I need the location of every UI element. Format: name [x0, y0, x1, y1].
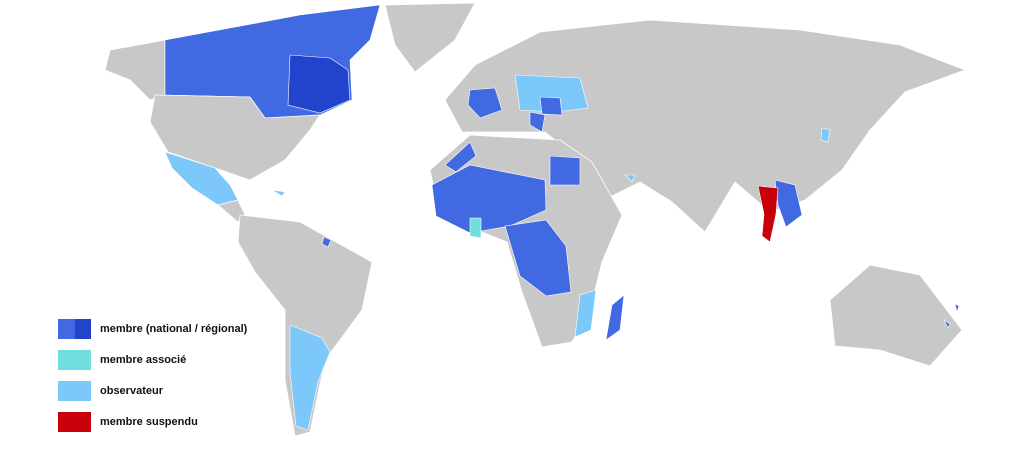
greenland [384, 2, 476, 73]
legend-label: membre suspendu [100, 415, 198, 428]
central-eastern-europe [514, 74, 589, 113]
madagascar [605, 294, 625, 341]
legend-label: membre (national / régional) [100, 322, 248, 335]
romania-bulgaria [539, 96, 563, 116]
south-america [237, 214, 373, 437]
central-america [217, 199, 246, 223]
ghana [469, 217, 482, 239]
legend-swatch-associate [58, 349, 91, 370]
legend-swatch-member [58, 318, 91, 339]
legend-item-observer: observateur [58, 375, 247, 406]
australia [829, 264, 963, 367]
legend-item-suspended: membre suspendu [58, 406, 247, 437]
vanuatu [954, 303, 960, 314]
legend-label: observateur [100, 384, 163, 397]
new-caledonia [943, 319, 951, 329]
indochina [774, 179, 803, 228]
legend-item-member: membre (national / régional) [58, 313, 247, 344]
legend: membre (national / régional) membre asso… [58, 313, 247, 437]
greece-albania [529, 111, 546, 133]
west-africa [431, 164, 547, 234]
argentina-uruguay [289, 324, 331, 431]
egypt [549, 155, 581, 186]
morocco-tunisia [444, 141, 477, 173]
alaska [104, 39, 166, 101]
legend-item-associate: membre associé [58, 344, 247, 375]
central-africa [504, 219, 572, 297]
caribbean [271, 189, 286, 197]
thailand [757, 185, 779, 243]
usa [149, 94, 321, 181]
mozambique [574, 289, 597, 338]
quebec [287, 54, 351, 114]
legend-swatch-suspended [58, 411, 91, 432]
south-korea [820, 127, 831, 143]
french-guiana [321, 236, 332, 248]
legend-swatch-observer [58, 380, 91, 401]
legend-label: membre associé [100, 353, 187, 366]
uae-qatar [624, 174, 636, 183]
france [467, 87, 503, 119]
